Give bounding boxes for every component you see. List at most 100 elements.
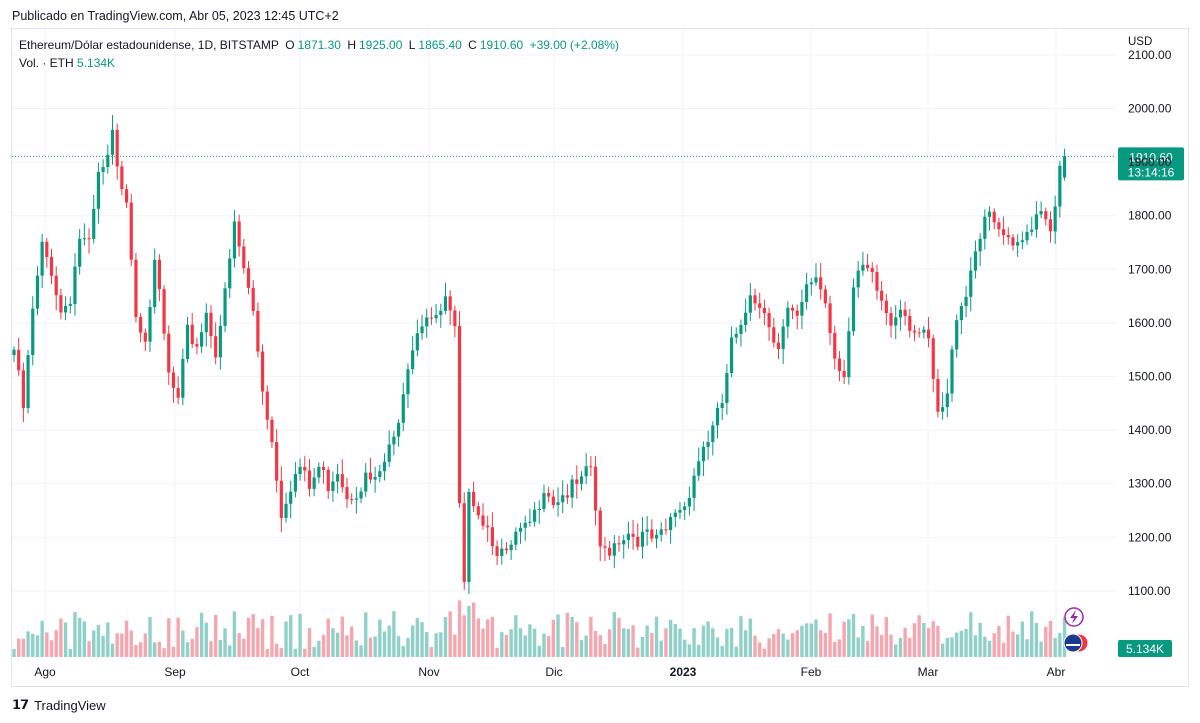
price-tick-label: 1900.00 — [1128, 155, 1172, 169]
candle-body — [129, 202, 133, 260]
candle-body — [542, 493, 546, 509]
volume-bar — [1030, 611, 1034, 657]
time-tick-label: Nov — [418, 665, 439, 679]
candle-body — [336, 474, 340, 482]
volume-bar — [894, 644, 898, 657]
volume-bar — [1058, 632, 1062, 657]
time-tick-label: Mar — [918, 665, 939, 679]
candle-body — [575, 479, 579, 484]
candle-body — [973, 251, 978, 271]
volume-bar — [1062, 617, 1067, 657]
candle-body — [12, 349, 16, 356]
volume-bar — [274, 643, 279, 657]
volume-bar — [767, 638, 771, 657]
candle-body — [448, 296, 452, 311]
price-tick-label: 1300.00 — [1128, 477, 1172, 491]
volume-bar — [77, 617, 82, 657]
volume-bar — [551, 619, 556, 657]
candle-body — [411, 350, 415, 370]
candle-body — [350, 499, 354, 501]
price-tick-label: 1600.00 — [1128, 316, 1172, 330]
volume-bar — [462, 615, 466, 657]
volume-bar — [842, 621, 846, 657]
candle-body — [223, 288, 227, 326]
candle-body — [697, 461, 701, 476]
volume-bar — [481, 628, 485, 657]
volume-bar — [697, 644, 701, 657]
volume-bar — [176, 617, 180, 657]
candle-body — [762, 307, 766, 314]
volume-bar — [898, 637, 903, 657]
volume-bar — [392, 611, 396, 657]
volume-bar — [434, 633, 438, 657]
volume-bar — [138, 642, 143, 657]
candle-body — [865, 264, 870, 268]
candle-body — [312, 477, 316, 489]
volume-bar — [711, 628, 715, 657]
volume-bar — [762, 648, 767, 657]
candle-body — [354, 498, 358, 500]
candle-body — [894, 317, 898, 326]
volume-bar — [781, 633, 785, 657]
volume-bar — [565, 612, 570, 657]
volume-bar — [45, 632, 49, 657]
footer-brand[interactable]: 𝟭𝟳 TradingView — [12, 697, 106, 713]
candle-body — [978, 238, 982, 252]
volume-bar — [199, 612, 204, 657]
volume-bar — [63, 622, 68, 657]
volume-bar — [68, 648, 72, 657]
volume-bar — [148, 616, 152, 657]
candle-body — [795, 310, 799, 316]
volume-bar — [115, 633, 119, 657]
candle-body — [228, 258, 232, 289]
volume-bar — [457, 600, 462, 657]
volume-bar — [682, 639, 687, 657]
countdown-value: 13:14:16 — [1128, 165, 1175, 179]
candle-body — [1039, 211, 1043, 215]
candle-body — [626, 533, 630, 541]
volume-bar — [106, 622, 110, 657]
tradingview-logo-icon: 𝟭𝟳 — [12, 697, 29, 712]
volume-bar — [823, 632, 828, 657]
volume-bar — [500, 632, 504, 657]
candle-body — [1030, 229, 1034, 232]
candle-body — [579, 476, 584, 484]
volume-bar — [546, 636, 551, 657]
volume-bar — [110, 643, 115, 657]
volume-bar — [926, 627, 931, 657]
candle-body — [214, 336, 218, 358]
volume-tag — [1118, 640, 1172, 657]
volume-bar — [870, 614, 874, 657]
volume-bar — [523, 635, 527, 657]
volume-bar — [1020, 621, 1025, 657]
candle-body — [63, 305, 68, 313]
candle-body — [242, 246, 246, 269]
volume-bar — [1048, 620, 1053, 657]
us-flag-stripe — [1066, 644, 1080, 646]
volume-bar — [650, 633, 654, 657]
candle-body — [917, 332, 921, 334]
currency-label[interactable]: USD — [1128, 36, 1153, 48]
time-tick-label: Oct — [291, 665, 310, 679]
volume-bar — [448, 611, 452, 657]
candle-body — [270, 419, 274, 443]
candle-body — [17, 349, 21, 371]
volume-bar — [851, 614, 856, 657]
volume-bar — [720, 646, 724, 657]
candle-body — [669, 516, 673, 531]
candle-body — [345, 487, 349, 500]
volume-bar — [124, 620, 129, 657]
price-tick-label: 1500.00 — [1128, 370, 1172, 384]
candle-body — [195, 344, 199, 347]
volume-bar — [415, 617, 420, 657]
candle-body — [425, 317, 429, 327]
volume-bar — [396, 636, 401, 657]
candle-body — [490, 527, 494, 547]
candle-body — [720, 403, 724, 408]
volume-bar — [983, 636, 987, 657]
volume-bar — [335, 632, 340, 657]
candle-body — [429, 317, 434, 319]
volume-bar — [40, 620, 44, 657]
candle-body — [659, 529, 663, 535]
